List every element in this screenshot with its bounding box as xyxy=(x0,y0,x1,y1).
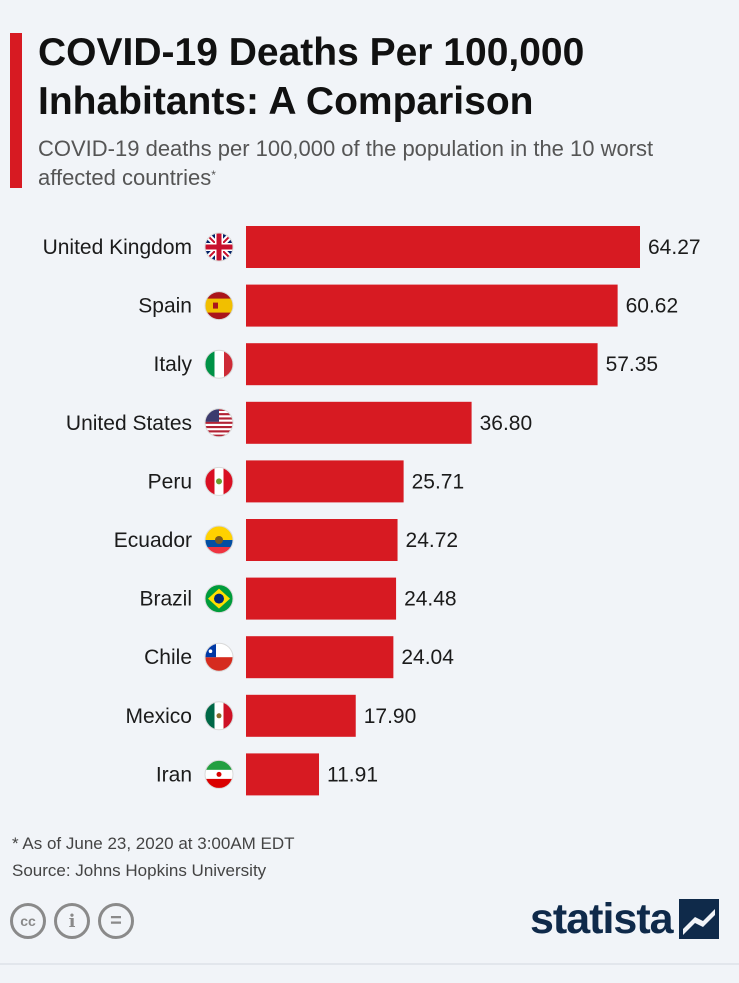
value-label: 24.48 xyxy=(404,588,457,611)
spain-flag-icon xyxy=(204,291,234,321)
statista-logo-mark-icon xyxy=(678,899,719,939)
logo-text: statista xyxy=(530,895,674,943)
category-label: Spain xyxy=(138,295,192,318)
value-label: 24.72 xyxy=(406,529,459,552)
category-label: United States xyxy=(66,412,192,435)
bar xyxy=(246,284,618,327)
category-label: Ecuador xyxy=(114,529,192,552)
italy-flag-icon xyxy=(204,349,234,379)
ecuador-flag-icon xyxy=(204,525,234,555)
value-label: 11.91 xyxy=(327,763,378,786)
value-label: 36.80 xyxy=(480,412,533,435)
bar xyxy=(246,226,640,268)
iran-flag-icon xyxy=(204,759,234,789)
value-label: 57.35 xyxy=(606,353,659,376)
value-label: 60.62 xyxy=(626,295,679,318)
value-label: 64.27 xyxy=(648,236,701,259)
value-label: 25.71 xyxy=(412,470,465,493)
category-label: Brazil xyxy=(139,588,192,611)
license-icons: cc i = xyxy=(10,903,134,939)
value-label: 24.04 xyxy=(401,646,454,669)
title-accent-bar xyxy=(10,33,22,188)
as-of-note: * As of June 23, 2020 at 3:00AM EDT xyxy=(12,834,295,853)
bar xyxy=(246,577,397,620)
source-note: Source: Johns Hopkins University xyxy=(12,861,267,880)
uk-flag-icon xyxy=(204,232,234,262)
subtitle-footnote-marker: * xyxy=(211,168,216,182)
bar xyxy=(246,343,598,386)
bar xyxy=(246,636,394,679)
bar xyxy=(246,694,356,737)
chile-flag-icon xyxy=(204,642,234,672)
peru-flag-icon xyxy=(204,466,234,496)
bar xyxy=(246,401,472,444)
no-derivatives-icon[interactable]: = xyxy=(98,903,134,939)
bar xyxy=(246,519,398,561)
brazil-flag-icon xyxy=(204,584,234,614)
attribution-icon[interactable]: i xyxy=(54,903,90,939)
mexico-flag-icon xyxy=(204,701,234,731)
category-label: Iran xyxy=(156,763,192,786)
value-label: 17.90 xyxy=(364,705,417,728)
subtitle-text: COVID-19 deaths per 100,000 of the popul… xyxy=(38,136,654,190)
chart-title: COVID-19 Deaths Per 100,000 Inhabitants:… xyxy=(38,31,585,123)
bar-chart: United Kingdom 64.27 Spain 60.62 Italy 57.35 U… xyxy=(43,226,701,796)
category-label: Peru xyxy=(148,470,192,493)
bottom-divider xyxy=(0,963,739,965)
category-label: Italy xyxy=(153,353,192,376)
usa-flag-icon xyxy=(204,408,234,438)
category-label: Mexico xyxy=(125,705,192,728)
bar xyxy=(246,753,320,796)
bar xyxy=(246,460,404,503)
category-label: United Kingdom xyxy=(43,236,192,259)
category-label: Chile xyxy=(144,646,192,669)
statista-logo[interactable]: statista xyxy=(530,895,719,943)
creative-commons-icon[interactable]: cc xyxy=(10,903,46,939)
footnote: * As of June 23, 2020 at 3:00AM EDT Sour… xyxy=(12,830,295,884)
chart-subtitle: COVID-19 deaths per 100,000 of the popul… xyxy=(38,134,678,192)
